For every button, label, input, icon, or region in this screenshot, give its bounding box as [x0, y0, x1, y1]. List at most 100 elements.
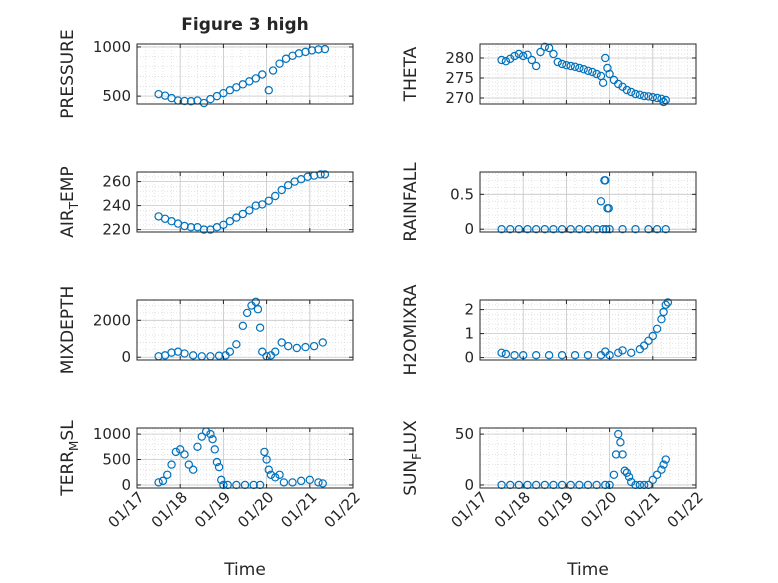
data-point	[264, 465, 273, 474]
plot-area	[137, 300, 353, 360]
data-point	[242, 308, 252, 318]
x-tick-label: 01/19	[534, 488, 577, 531]
data-point	[639, 341, 649, 350]
data-point	[631, 480, 640, 490]
data-point	[657, 465, 666, 474]
data-point	[549, 480, 558, 490]
y-axis-label: TERRMSL	[58, 420, 81, 497]
data-point	[292, 343, 302, 353]
data-point	[614, 348, 623, 357]
data-point	[262, 455, 271, 464]
y-axis-label: H2OMIXRA	[401, 284, 421, 375]
data-point	[251, 74, 260, 83]
data-point	[557, 351, 567, 360]
data-point	[659, 460, 668, 469]
data-point	[639, 480, 649, 490]
data-point	[566, 225, 575, 234]
data-point	[618, 225, 627, 234]
data-point	[275, 59, 284, 68]
data-point	[260, 447, 269, 457]
data-point	[531, 225, 541, 234]
data-point	[622, 85, 632, 95]
data-point	[614, 79, 623, 89]
axes-frame	[136, 427, 354, 489]
data-point	[154, 478, 163, 487]
data-point	[659, 97, 668, 107]
data-point	[562, 60, 571, 70]
y-tick-label: 0	[464, 220, 474, 238]
data-point	[592, 480, 601, 490]
data-point	[592, 69, 601, 79]
data-point	[277, 185, 286, 195]
data-point	[255, 480, 265, 490]
data-point	[566, 480, 575, 490]
data-point	[184, 460, 194, 469]
data-point	[253, 305, 263, 314]
data-point	[531, 480, 541, 490]
data-point	[180, 349, 189, 358]
data-point	[575, 225, 584, 234]
data-point	[540, 225, 550, 234]
data-point	[264, 86, 273, 95]
y-axis-label: THETA	[401, 46, 421, 102]
data-point	[519, 51, 528, 61]
data-point	[506, 225, 515, 234]
data-point	[609, 470, 619, 479]
data-point	[661, 455, 670, 464]
data-point	[549, 49, 558, 59]
data-point	[624, 472, 634, 482]
axes-frame	[479, 43, 697, 105]
data-point	[604, 204, 613, 213]
y-tick-label: 280	[445, 49, 474, 67]
data-point	[652, 93, 662, 103]
data-point	[644, 92, 653, 101]
data-point	[557, 480, 567, 490]
data-point	[583, 351, 593, 360]
data-point	[212, 457, 222, 467]
data-point	[199, 225, 209, 234]
data-point	[171, 447, 181, 457]
data-point	[514, 480, 524, 490]
data-point	[644, 336, 653, 345]
y-tick-label: 1000	[93, 425, 131, 443]
data-point	[240, 480, 250, 490]
data-point	[635, 480, 645, 490]
x-tick-label: 01/21	[277, 488, 320, 531]
axes-frame	[136, 171, 354, 233]
data-point	[627, 348, 636, 357]
data-point	[618, 346, 627, 355]
data-point	[307, 46, 317, 55]
subplot-third-right: 0 1 2 H2OMIXRA	[401, 284, 697, 376]
data-point	[288, 478, 297, 487]
data-point	[501, 57, 511, 66]
data-point	[601, 480, 610, 490]
data-point	[501, 349, 511, 359]
subplot-bottom-left: 0 500 1000 01/17 01/18 01/19 01/20 01/21 01/22 TE…	[58, 420, 364, 532]
data-point	[611, 450, 621, 459]
data-point	[510, 51, 519, 61]
data-point	[193, 442, 202, 452]
data-point	[652, 470, 662, 479]
data-point	[570, 62, 580, 72]
x-tick-label: 01/18	[148, 488, 191, 531]
data-point	[644, 225, 653, 234]
data-point	[271, 473, 280, 482]
data-point	[663, 298, 673, 307]
data-point	[497, 55, 506, 65]
x-tick-label: 01/22	[321, 488, 364, 531]
x-tick-label: 01/20	[234, 488, 277, 531]
y-tick-label: 1000	[93, 38, 131, 56]
axes-frame	[479, 427, 697, 489]
data-point	[206, 429, 215, 439]
data-point	[249, 480, 258, 490]
data-point	[583, 225, 593, 234]
data-point	[497, 480, 506, 490]
data-point	[497, 225, 506, 234]
y-tick-label: 0	[121, 476, 131, 494]
subplot-second-left: 220 240 260 AIRTEMP	[58, 166, 354, 239]
data-point	[588, 67, 597, 77]
data-point	[316, 170, 325, 179]
data-point	[314, 45, 323, 54]
data-point	[605, 69, 614, 79]
